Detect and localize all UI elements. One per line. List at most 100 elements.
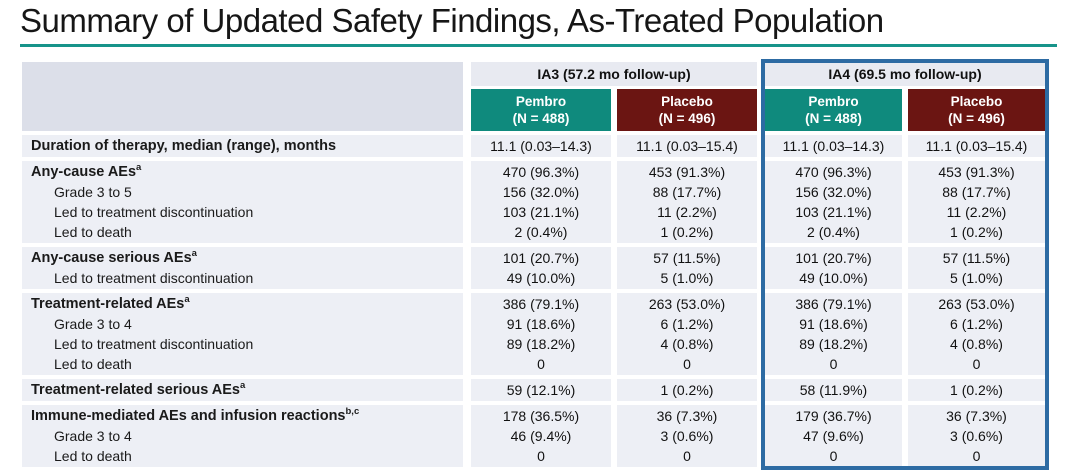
value: 263 (53.0%) [938, 296, 1015, 312]
value: 156 (32.0%) [502, 184, 580, 200]
value-cell: 179 (36.7%) 47 (9.6%) 0 [765, 405, 902, 467]
value: 103 (21.1%) [502, 204, 580, 220]
value-cell: 453 (91.3%) 88 (17.7%) 11 (2.2%) 1 (0.2%) [908, 161, 1045, 243]
value: 91 (18.6%) [506, 316, 576, 332]
value-cell: 470 (96.3%) 156 (32.0%) 103 (21.1%) 2 (0.4%… [765, 161, 902, 243]
value: 11.1 (0.03–14.3) [782, 138, 885, 154]
row-label-cell: Treatment-related AEsa Grade 3 to 4 Led to… [22, 293, 463, 375]
column-header-ia4-placebo: Placebo (N = 496) [908, 89, 1045, 131]
value: 11.1 (0.03–14.3) [490, 138, 592, 154]
value: 470 (96.3%) [502, 164, 580, 180]
footnote-marker: a [136, 162, 142, 174]
value-cell: 101 (20.7%) 49 (10.0%) [471, 247, 611, 289]
value: 101 (20.7%) [502, 250, 580, 266]
row-label: Grade 3 to 4 [54, 316, 132, 332]
row-label: Any-cause AEsa [31, 162, 142, 180]
value-cell: 57 (11.5%) 5 (1.0%) [908, 247, 1045, 289]
value: 1 (0.2%) [660, 224, 714, 240]
value: 0 [829, 356, 838, 372]
value: 89 (18.2%) [799, 336, 868, 352]
value: 386 (79.1%) [502, 296, 580, 312]
value: 3 (0.6%) [950, 428, 1003, 444]
value-cell: 453 (91.3%) 88 (17.7%) 11 (2.2%) 1 (0.2%) [617, 161, 757, 243]
page-title: Summary of Updated Safety Findings, As-T… [20, 2, 884, 39]
arm-name: Pembro [808, 94, 859, 109]
value: 0 [829, 448, 838, 464]
value: 0 [537, 448, 545, 464]
table-header: IA3 (57.2 mo follow-up) IA4 (69.5 mo fol… [22, 62, 1049, 131]
footnote-marker: a [184, 294, 190, 306]
value: 36 (7.3%) [946, 408, 1007, 424]
value-cell: 1 (0.2%) [617, 379, 757, 401]
value-cell: 57 (11.5%) 5 (1.0%) [617, 247, 757, 289]
value-cell: 263 (53.0%) 6 (1.2%) 4 (0.8%) 0 [617, 293, 757, 375]
value-cell: 1 (0.2%) [908, 379, 1045, 401]
value: 453 (91.3%) [648, 164, 726, 180]
value: 57 (11.5%) [653, 250, 721, 266]
column-header-ia3-pembro: Pembro (N = 488) [471, 89, 611, 131]
arm-n: (N = 488) [512, 111, 570, 126]
row-label: Led to treatment discontinuation [54, 204, 254, 220]
table-body: Duration of therapy, median (range), mon… [22, 135, 1049, 467]
value: 59 (12.1%) [506, 382, 576, 398]
value: 2 (0.4%) [514, 224, 568, 240]
value-cell: 386 (79.1%) 91 (18.6%) 89 (18.2%) 0 [765, 293, 902, 375]
value: 0 [683, 356, 691, 372]
value-cell: 11.1 (0.03–14.3) [765, 135, 902, 157]
column-group-ia4: IA4 (69.5 mo follow-up) [765, 62, 1045, 86]
footnote-marker: b,c [345, 406, 360, 418]
value: 88 (17.7%) [942, 184, 1011, 200]
arm-name: Placebo [661, 94, 713, 109]
value: 49 (10.0%) [506, 270, 576, 286]
arm-n: (N = 496) [948, 111, 1005, 126]
value-cell: 36 (7.3%) 3 (0.6%) 0 [617, 405, 757, 467]
footnote-marker: a [191, 248, 197, 260]
row-label: Grade 3 to 4 [54, 428, 132, 444]
value: 91 (18.6%) [799, 316, 868, 332]
value: 470 (96.3%) [795, 164, 872, 180]
value: 453 (91.3%) [938, 164, 1015, 180]
value: 0 [537, 356, 545, 372]
value-cell: 386 (79.1%) 91 (18.6%) 89 (18.2%) 0 [471, 293, 611, 375]
table-row-group: Any-cause serious AEsa Led to treatment d… [22, 247, 1049, 289]
row-label: Led to treatment discontinuation [54, 270, 254, 286]
value-cell: 263 (53.0%) 6 (1.2%) 4 (0.8%) 0 [908, 293, 1045, 375]
value-cell: 11.1 (0.03–15.4) [908, 135, 1045, 157]
row-label: Any-cause serious AEsa [31, 248, 197, 266]
value: 49 (10.0%) [799, 270, 868, 286]
row-label: Duration of therapy, median (range), mon… [31, 138, 337, 154]
value-cell: 11.1 (0.03–15.4) [617, 135, 757, 157]
value: 103 (21.1%) [795, 204, 872, 220]
row-label-cell: Any-cause serious AEsa Led to treatment d… [22, 247, 463, 289]
arm-name: Placebo [950, 94, 1003, 109]
arm-n: (N = 496) [658, 111, 716, 126]
value: 3 (0.6%) [660, 428, 714, 444]
value: 0 [972, 448, 981, 464]
table-row-group: Any-cause AEsa Grade 3 to 5 Led to treatme… [22, 161, 1049, 243]
row-label-cell: Any-cause AEsa Grade 3 to 5 Led to treatme… [22, 161, 463, 243]
column-header-ia4-pembro: Pembro (N = 488) [765, 89, 902, 131]
table-row-group: Immune-mediated AEs and infusion reactio… [22, 405, 1049, 467]
value: 6 (1.2%) [660, 316, 714, 332]
row-label-cell: Immune-mediated AEs and infusion reactio… [22, 405, 463, 467]
table-row-group: Duration of therapy, median (range), mon… [22, 135, 1049, 157]
value: 57 (11.5%) [942, 250, 1011, 266]
value-cell: 59 (12.1%) [471, 379, 611, 401]
row-label: Treatment-related serious AEsa [31, 380, 246, 398]
value: 11.1 (0.03–15.4) [925, 138, 1028, 154]
value: 89 (18.2%) [506, 336, 576, 352]
value-cell: 58 (11.9%) [765, 379, 902, 401]
column-header-ia3-placebo: Placebo (N = 496) [617, 89, 757, 131]
row-label: Led to treatment discontinuation [54, 336, 254, 352]
value-cell: 470 (96.3%) 156 (32.0%) 103 (21.1%) 2 (0.4%… [471, 161, 611, 243]
value: 1 (0.2%) [660, 382, 714, 398]
row-label: Treatment-related AEsa [31, 294, 190, 312]
table-row-group: Treatment-related AEsa Grade 3 to 4 Led to… [22, 293, 1049, 375]
value: 263 (53.0%) [648, 296, 726, 312]
value-cell: 178 (36.5%) 46 (9.4%) 0 [471, 405, 611, 467]
table-row-group: Treatment-related serious AEsa 59 (12.1%)… [22, 379, 1049, 401]
corner-cell [22, 62, 463, 131]
value: 1 (0.2%) [950, 224, 1003, 240]
value: 36 (7.3%) [656, 408, 718, 424]
value-cell: 36 (7.3%) 3 (0.6%) 0 [908, 405, 1045, 467]
